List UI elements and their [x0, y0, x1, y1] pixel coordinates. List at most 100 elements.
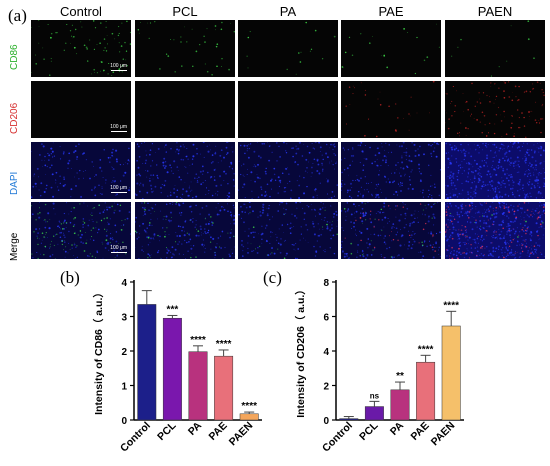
cd86-x-tick-label: PCL — [155, 419, 179, 443]
cd86-bar-pae — [214, 355, 234, 421]
column-header-pa: PA — [279, 4, 297, 19]
cd206-y-tick-label: 0 — [323, 416, 329, 427]
micrograph-signal — [238, 202, 338, 259]
panel-b-label: (b) — [60, 268, 80, 287]
micrograph-signal — [341, 202, 441, 259]
cd86-y-tick-label: 1 — [121, 382, 127, 393]
column-header-paen: PAEN — [477, 4, 513, 19]
micrograph-signal — [31, 142, 131, 199]
micrograph-cd206-pcl — [135, 81, 235, 138]
cd86-y-axis-label: Intensity of CD86（ a.u.） — [92, 287, 105, 415]
column-header-pcl: PCL — [172, 4, 198, 19]
scale-bar: 100 μm — [110, 63, 127, 71]
row-label-cd86: CD86 — [9, 44, 20, 70]
chart-cd86: 0 1 2 3 4 Intensity of CD86（ a.u.） Control *** P… — [90, 268, 280, 464]
micrograph-dapi-pcl — [135, 142, 235, 199]
micrograph-signal — [135, 202, 235, 259]
cd206-bar-pae — [416, 361, 436, 421]
micrograph-merge-pae — [341, 202, 441, 259]
cd86-significance-label: **** — [190, 335, 206, 346]
micrograph-cd206-pa — [238, 81, 338, 138]
row-label-merge: Merge — [9, 232, 20, 261]
micrograph-signal — [238, 142, 338, 199]
micrograph-dapi-pae — [341, 142, 441, 199]
row-label-dapi: DAPI — [9, 171, 20, 195]
micrograph-signal — [137, 21, 235, 76]
cd86-significance-label: *** — [167, 304, 179, 315]
scale-bar-line — [110, 70, 127, 71]
cd86-significance-label: **** — [241, 401, 257, 412]
panel-a-label: (a) — [8, 6, 27, 25]
cd206-bar-pcl — [364, 406, 384, 421]
cd206-significance-label: ** — [396, 371, 404, 382]
cd206-y-axis-label: Intensity of CD206（ a.u.） — [294, 284, 307, 418]
cd86-bar-pcl — [162, 317, 182, 421]
scale-bar-label: 100 μm — [110, 245, 127, 251]
micrograph-cd86-pa — [238, 20, 338, 77]
cd206-significance-label: **** — [443, 300, 459, 311]
cd206-x-tick-label: PAEN — [429, 420, 458, 449]
panel-c-label: (c) — [263, 268, 282, 287]
scale-bar-label: 100 μm — [110, 185, 127, 191]
cd86-y-tick-label: 3 — [121, 313, 127, 324]
micrograph-cd206-paen — [445, 81, 545, 138]
micrograph-signal — [135, 81, 235, 138]
column-header-control: Control — [60, 4, 102, 19]
chart-cd206: 0 2 4 6 8 Intensity of CD206（ a.u.） Control ns P… — [292, 268, 482, 464]
micrograph-merge-pa — [238, 202, 338, 259]
cd206-bar-paen — [441, 325, 461, 421]
cd86-x-tick-label: PA — [186, 419, 205, 438]
cd206-x-tick-label: PA — [388, 419, 407, 438]
cd206-bar-pa — [390, 389, 410, 421]
micrograph-cd206-pae — [341, 81, 441, 138]
micrograph-dapi-control: 100 μm — [31, 142, 131, 199]
micrograph-signal — [246, 21, 336, 75]
scale-bar-label: 100 μm — [110, 63, 127, 69]
cd86-y-tick-label: 0 — [121, 416, 127, 427]
micrograph-cd86-control: 100 μm — [31, 20, 131, 77]
micrograph-signal — [341, 142, 441, 199]
cd206-significance-label: **** — [418, 344, 434, 355]
micrograph-signal — [345, 81, 435, 138]
micrograph-signal — [31, 202, 131, 259]
cd86-bar-pa — [188, 351, 208, 421]
micrograph-dapi-paen — [445, 142, 545, 199]
micrograph-signal — [445, 202, 545, 259]
scale-bar-label: 100 μm — [110, 124, 127, 130]
cd206-x-tick-label: PCL — [357, 419, 381, 443]
micrograph-signal — [451, 20, 535, 77]
row-label-cd206: CD206 — [9, 102, 20, 134]
cd86-bar-paen — [239, 413, 259, 421]
cd86-significance-label: **** — [216, 339, 232, 350]
micrograph-signal — [135, 142, 235, 199]
micrograph-signal — [238, 81, 338, 138]
cd86-x-tick-label: PAEN — [227, 420, 256, 449]
scale-bar-line — [110, 131, 127, 132]
scale-bar-line — [110, 192, 127, 193]
micrograph-signal — [445, 142, 545, 199]
micrograph-signal — [445, 81, 545, 138]
cd86-y-tick-label: 2 — [121, 347, 127, 358]
scale-bar: 100 μm — [110, 124, 127, 132]
scale-bar: 100 μm — [110, 185, 127, 193]
cd206-y-tick-label: 8 — [323, 278, 329, 289]
micrograph-signal — [341, 23, 440, 75]
scale-bar: 100 μm — [110, 245, 127, 253]
micrograph-merge-pcl — [135, 202, 235, 259]
cd86-bar-control — [137, 304, 157, 421]
column-header-pae: PAE — [378, 4, 404, 19]
cd206-bar-control — [339, 418, 359, 421]
scale-bar-line — [110, 252, 127, 253]
cd206-significance-label: ns — [370, 391, 380, 400]
micrograph-merge-paen — [445, 202, 545, 259]
micrograph-merge-control: 100 μm — [31, 202, 131, 259]
micrograph-cd86-paen — [445, 20, 545, 77]
cd206-y-tick-label: 6 — [323, 313, 329, 324]
micrograph-dapi-pa — [238, 142, 338, 199]
cd206-y-tick-label: 2 — [323, 382, 329, 393]
cd86-y-tick-label: 4 — [121, 278, 127, 289]
micrograph-cd86-pae — [341, 20, 441, 77]
